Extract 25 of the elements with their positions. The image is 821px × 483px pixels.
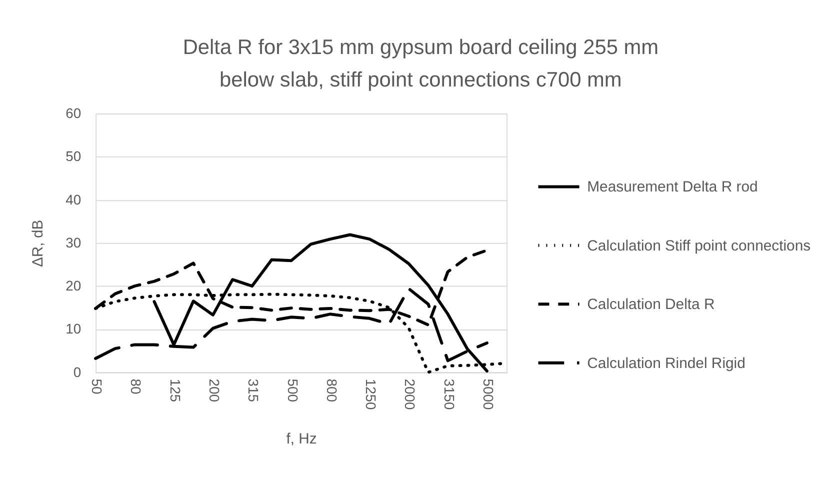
x-tick-label: 1250 (363, 378, 380, 410)
legend-label: Calculation Delta R (587, 296, 715, 314)
y-axis-title: ΔR, dB (30, 220, 47, 268)
x-tick-label: 315 (246, 378, 262, 402)
legend-label: Measurement Delta R rod (587, 178, 758, 196)
x-tick-label: 125 (167, 378, 184, 402)
y-tick-label: 60 (66, 105, 82, 122)
y-tick-label: 40 (66, 191, 82, 208)
chart-title: Delta R for 3x15 mm gypsum board ceiling 255 mm below slab, stiff point connections c700 mm (182, 36, 659, 92)
legend-label: Calculation Stiff point connections (587, 237, 811, 254)
x-tick-label: 5000 (480, 378, 496, 410)
x-tick-label: 500 (284, 378, 301, 402)
x-tick-label: 800 (324, 378, 340, 402)
x-tick-label: 3150 (441, 378, 458, 410)
y-tick-label: 50 (66, 148, 82, 164)
y-tick-label: 20 (66, 278, 82, 294)
legend-label: Calculation Rindel Rigid (587, 354, 746, 372)
x-tick-label: 200 (206, 378, 222, 402)
y-tick-label: 30 (66, 234, 82, 250)
x-axis-title: f, Hz (286, 430, 317, 448)
x-tick-label: 80 (128, 378, 144, 395)
x-tick-label: 2000 (402, 378, 418, 410)
y-tick-label: 10 (66, 320, 82, 337)
y-tick-label: 0 (73, 364, 82, 380)
x-tick-label: 50 (89, 378, 106, 395)
